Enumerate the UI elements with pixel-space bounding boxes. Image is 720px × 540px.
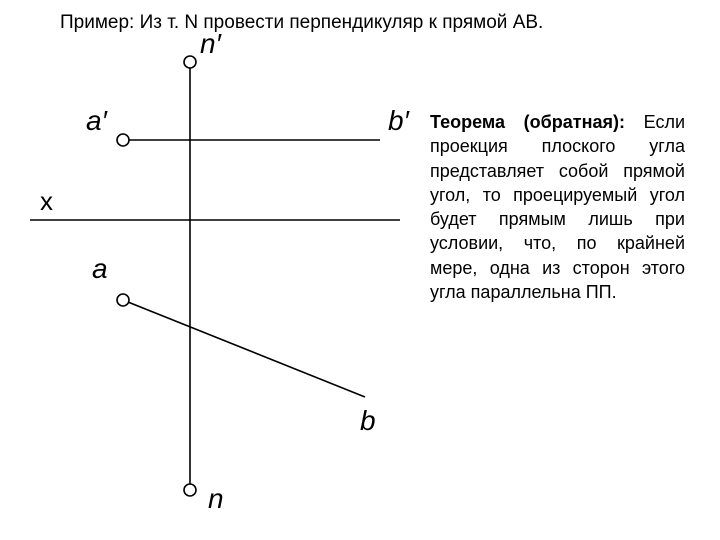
n-point (184, 484, 196, 496)
theorem-body: Если проекция плоского угла представляет… (430, 112, 685, 302)
geometry-diagram: n′ a′ b′ x a b n (0, 0, 430, 540)
a-prime-point (117, 134, 129, 146)
theorem-text: Теорема (обратная): Если проекция плоско… (430, 110, 685, 304)
n-prime-point (184, 56, 196, 68)
n-label: n (208, 483, 224, 514)
a-label: a (92, 253, 108, 284)
a-b (123, 300, 365, 397)
b-prime-label: b′ (388, 105, 411, 136)
x-label: x (40, 186, 53, 216)
a-prime-label: a′ (86, 105, 109, 136)
n-prime-label: n′ (200, 28, 223, 59)
b-label: b (360, 405, 376, 436)
theorem-bold: Теорема (обратная): (430, 112, 625, 132)
page: Пример: Из т. N провести перпендикуляр к… (0, 0, 720, 540)
a-point (117, 294, 129, 306)
